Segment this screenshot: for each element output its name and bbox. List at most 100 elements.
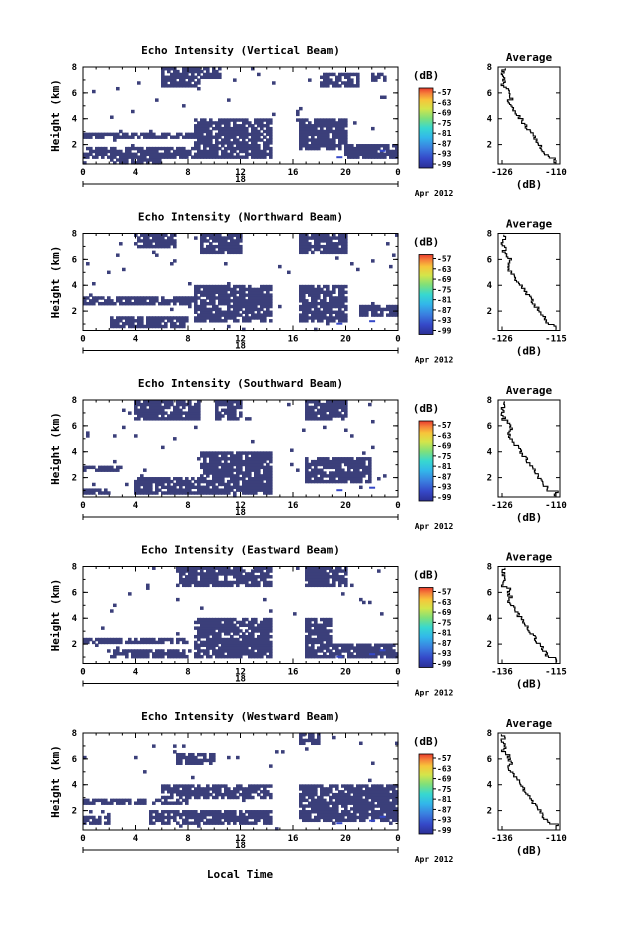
- heatmap-cell: [209, 787, 213, 791]
- heatmap-cell: [347, 795, 351, 800]
- heatmap-cell: [215, 462, 219, 467]
- heatmap-cell: [167, 482, 171, 487]
- heatmap-cell: [191, 146, 195, 151]
- heatmap-cell: [152, 316, 156, 320]
- heatmap-cell: [257, 457, 261, 461]
- heatmap-cell: [143, 233, 147, 237]
- heatmap-cell: [254, 482, 258, 487]
- heatmap-cell: [167, 84, 171, 88]
- heatmap-cell: [329, 634, 333, 639]
- heatmap-cell: [179, 411, 183, 415]
- heatmap-cell: [194, 316, 198, 320]
- heatmap-cell: [170, 479, 174, 484]
- heatmap-cell: [224, 121, 228, 125]
- heatmap-cell: [206, 144, 210, 148]
- heatmap-cell: [152, 405, 156, 410]
- heatmap-cell: [233, 566, 237, 570]
- heatmap-cell: [230, 129, 234, 134]
- heatmap-cell: [194, 654, 198, 659]
- heatmap-cell: [194, 815, 198, 820]
- heatmap-cell: [224, 451, 228, 455]
- heatmap-cell: [257, 583, 261, 588]
- heatmap-cell: [341, 592, 345, 596]
- heatmap-cell: [107, 818, 111, 823]
- heatmap-cell: [155, 477, 159, 481]
- heatmap-cell: [206, 126, 210, 131]
- heatmap-cell: [155, 239, 159, 243]
- heatmap-cell: [143, 649, 147, 653]
- heatmap-cell: [233, 307, 237, 312]
- heatmap-cell: [320, 304, 324, 309]
- heatmap-cell: [347, 75, 351, 80]
- heatmap-cell: [191, 572, 195, 576]
- heatmap-cell: [269, 629, 273, 633]
- heatmap-cell: [161, 649, 165, 653]
- heatmap-cell: [209, 301, 213, 306]
- heatmap-cell: [212, 643, 216, 647]
- heatmap-cell: [176, 654, 180, 659]
- heatmap-cell: [344, 304, 348, 309]
- heatmap-cell: [386, 304, 390, 309]
- heatmap-cell: [104, 468, 108, 472]
- heatmap-cell: [329, 652, 333, 656]
- heatmap-cell: [260, 795, 264, 800]
- heatmap-cell: [320, 654, 324, 659]
- heatmap-cell: [104, 821, 108, 825]
- heatmap-cell: [134, 132, 138, 137]
- heatmap-cell: [215, 491, 219, 495]
- heatmap-cell: [95, 468, 99, 472]
- heatmap-cell: [188, 569, 192, 573]
- heatmap-cell: [182, 316, 186, 320]
- heatmap-cell: [128, 637, 132, 642]
- heatmap-cell: [308, 646, 312, 650]
- heatmap-cell: [263, 580, 267, 585]
- heatmap-cell: [320, 812, 324, 817]
- heatmap-cell: [209, 310, 213, 314]
- heatmap-cell: [131, 324, 135, 329]
- heatmap-cell: [356, 798, 360, 803]
- heatmap-cell: [221, 640, 225, 645]
- heatmap-cell: [263, 577, 267, 582]
- heatmap-cell: [257, 72, 261, 77]
- heatmap-cell: [308, 804, 312, 808]
- heatmap-cell: [329, 293, 333, 297]
- heatmap-cell: [263, 477, 267, 481]
- heatmap-cell: [248, 146, 252, 151]
- heatmap-cell: [266, 626, 270, 630]
- heatmap-cell: [302, 236, 306, 240]
- heatmap-cell: [242, 649, 246, 653]
- heatmap-cell: [224, 491, 228, 495]
- heatmap-cell: [218, 244, 222, 249]
- heatmap-cell: [164, 132, 168, 137]
- heatmap-cell: [155, 818, 159, 823]
- heatmap-cell: [242, 652, 246, 656]
- heatmap-cell: [299, 284, 303, 289]
- heatmap-cell: [101, 152, 105, 157]
- heatmap-cell: [176, 652, 180, 656]
- heatmap-cell: [323, 818, 327, 823]
- heatmap-cell: [119, 296, 123, 300]
- heatmap-cell: [395, 307, 399, 312]
- heatmap-cell: [365, 310, 369, 314]
- heatmap-cell: [101, 155, 105, 159]
- heatmap-cell: [86, 637, 90, 642]
- heatmap-cell: [317, 477, 321, 481]
- heatmap-cell: [260, 646, 264, 650]
- heatmap-cell: [155, 324, 159, 329]
- heatmap-cell: [161, 637, 165, 642]
- heatmap-cell: [251, 293, 255, 297]
- heatmap-cell: [365, 152, 369, 157]
- heatmap-cell: [215, 310, 219, 314]
- heatmap-cell: [194, 126, 198, 131]
- heatmap-cell: [293, 612, 297, 616]
- heatmap-cell: [119, 640, 123, 645]
- heatmap-cell: [140, 652, 144, 656]
- day-label: 18: [235, 175, 246, 185]
- heatmap-cell: [377, 144, 381, 148]
- heatmap-cell: [197, 620, 201, 625]
- heatmap-cell: [215, 459, 219, 464]
- heatmap-cell: [170, 485, 174, 490]
- heatmap-cell: [221, 623, 225, 628]
- heatmap-cell: [323, 118, 327, 122]
- heatmap-cell: [308, 129, 312, 134]
